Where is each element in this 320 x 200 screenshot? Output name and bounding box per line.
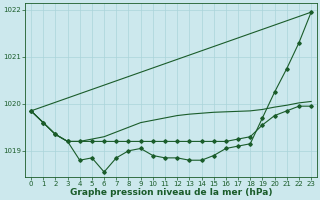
X-axis label: Graphe pression niveau de la mer (hPa): Graphe pression niveau de la mer (hPa) (70, 188, 272, 197)
